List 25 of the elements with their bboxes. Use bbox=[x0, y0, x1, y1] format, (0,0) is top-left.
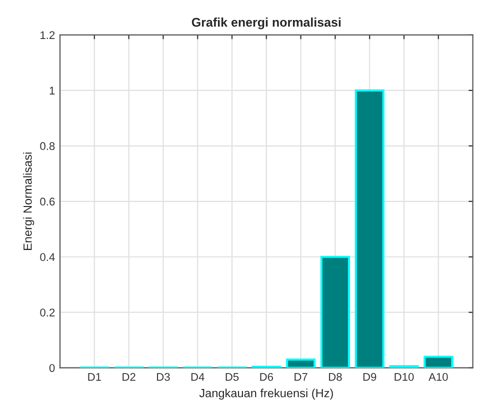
x-tick-label: D4 bbox=[191, 373, 204, 381]
x-axis-title: Jangkauan frekuensi (Hz) bbox=[199, 388, 333, 400]
y-tick-label: 0.2 bbox=[40, 308, 55, 316]
bar bbox=[286, 358, 316, 368]
x-tick-label: A10 bbox=[428, 373, 448, 381]
chart-title: Grafik energi normalisasi bbox=[192, 18, 341, 30]
x-tick-label: D1 bbox=[88, 373, 101, 381]
x-tick-label: D9 bbox=[363, 373, 376, 381]
x-tick-label: D2 bbox=[122, 373, 136, 381]
y-tick-label: 0.6 bbox=[40, 198, 55, 206]
y-tick-label: 0.8 bbox=[40, 142, 55, 150]
y-tick-label: 1 bbox=[50, 86, 55, 94]
bar bbox=[320, 256, 350, 368]
bar bbox=[354, 89, 384, 368]
x-tick-label: D10 bbox=[394, 373, 414, 381]
y-tick-label: 0 bbox=[49, 364, 55, 372]
x-tick-label: D8 bbox=[329, 373, 342, 381]
bar bbox=[424, 356, 454, 368]
x-tick-label: D5 bbox=[226, 373, 239, 381]
y-axis-title: Energi Normalisasi bbox=[23, 152, 34, 250]
y-tick-label: 0.4 bbox=[40, 253, 55, 262]
x-tick-label: D3 bbox=[157, 373, 170, 381]
x-tick-label: D6 bbox=[260, 373, 274, 381]
x-tick-label: D7 bbox=[294, 373, 308, 381]
y-tick-label: 1.2 bbox=[40, 31, 55, 39]
